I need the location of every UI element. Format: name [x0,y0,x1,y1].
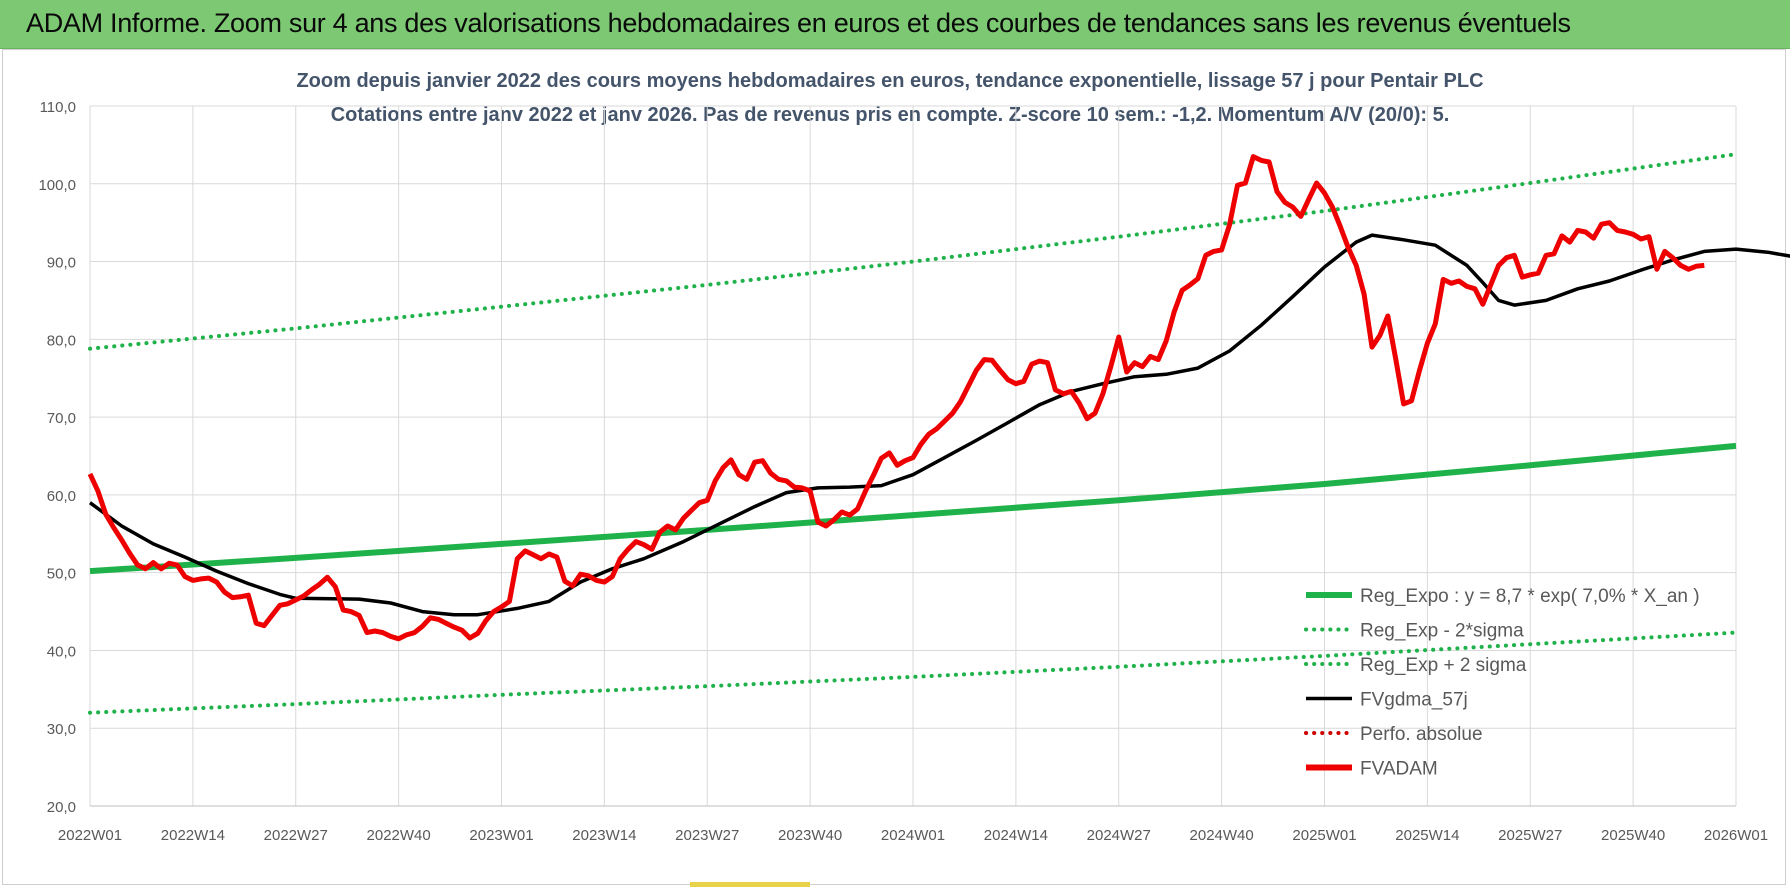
x-tick-label: 2024W40 [1190,827,1254,844]
y-tick-label: 30,0 [47,721,76,738]
x-tick-label: 2022W40 [367,827,431,844]
series-line-2 [88,152,1738,351]
series-lines [87,152,1790,715]
chart-title: Zoom depuis janvier 2022 des cours moyen… [296,70,1483,92]
report-header: ADAM Informe. Zoom sur 4 ans des valoris… [0,0,1790,49]
series-line-0 [89,442,1737,575]
y-tick-label: 60,0 [47,488,76,505]
legend-label: FVADAM [1360,759,1438,780]
y-tick-label: 100,0 [38,177,76,194]
x-tick-label: 2023W27 [675,827,739,844]
y-tick-label: 80,0 [47,332,76,349]
y-tick-label: 90,0 [47,255,76,272]
sheet-tab-indicator [690,882,810,887]
x-tick-label: 2025W01 [1292,827,1356,844]
y-tick-label: 20,0 [47,799,76,816]
x-tick-label: 2026W01 [1704,827,1768,844]
x-tick-label: 2022W27 [264,827,328,844]
y-tick-label: 50,0 [47,566,76,583]
x-tick-label: 2024W01 [881,827,945,844]
series-line-3 [88,233,1790,617]
legend: Reg_Expo : y = 8,7 * exp( 7,0% * X_an ) R… [1304,586,1700,780]
legend-label: Reg_Expo : y = 8,7 * exp( 7,0% * X_an ) [1360,586,1700,607]
x-axis: 2022W01 2022W14 2022W27 2022W40 2023W01 2023W… [58,805,1768,844]
x-tick-label: 2025W40 [1601,827,1665,844]
x-tick-label: 2024W27 [1087,827,1151,844]
series-line-1 [88,630,1738,715]
y-tick-label: 40,0 [47,643,76,660]
x-tick-label: 2025W27 [1498,827,1562,844]
y-axis: 20,0 30,0 40,0 50,0 60,0 70,0 80,0 90,0 100,0 110… [38,99,76,816]
x-tick-label: 2022W14 [161,827,225,844]
legend-label: Reg_Exp + 2 sigma [1360,655,1527,676]
report-title: ADAM Informe. Zoom sur 4 ans des valoris… [26,8,1571,38]
x-tick-label: 2025W14 [1395,827,1459,844]
y-tick-label: 70,0 [47,410,76,427]
x-tick-label: 2022W01 [58,827,122,844]
legend-label: Reg_Exp - 2*sigma [1360,621,1524,642]
y-tick-label: 110,0 [40,99,76,116]
series-line-5 [87,154,1705,642]
x-tick-label: 2023W40 [778,827,842,844]
x-tick-label: 2024W14 [984,827,1048,844]
x-tick-label: 2023W14 [572,827,636,844]
x-tick-label: 2023W01 [469,827,533,844]
legend-label: FVgdma_57j [1360,690,1468,711]
chart-subtitle: Cotations entre janv 2022 et janv 2026. … [331,104,1450,126]
legend-label: Perfo. absolue [1360,724,1483,745]
